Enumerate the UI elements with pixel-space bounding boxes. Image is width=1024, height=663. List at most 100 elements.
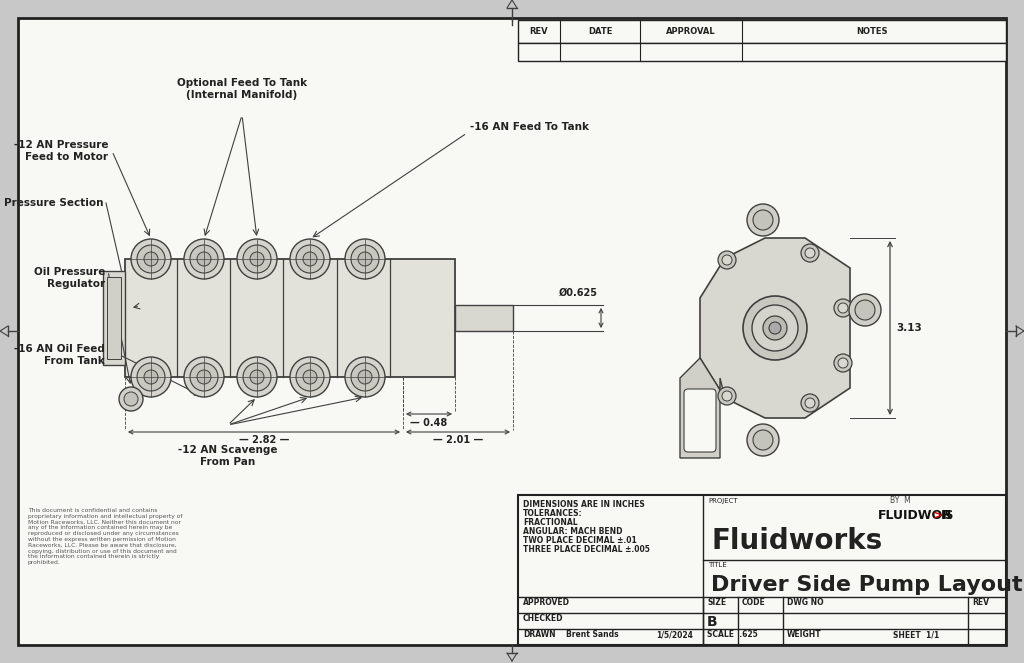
Text: -12 AN Scavenge
From Pan: -12 AN Scavenge From Pan (178, 445, 278, 467)
Text: SCALE  .625: SCALE .625 (707, 630, 758, 639)
Text: B: B (707, 615, 718, 629)
Circle shape (718, 251, 736, 269)
Text: Driver Side Pump Layout: Driver Side Pump Layout (711, 575, 1023, 595)
Circle shape (834, 354, 852, 372)
Circle shape (137, 245, 165, 273)
Text: PROJECT: PROJECT (708, 498, 737, 504)
Text: IS: IS (941, 509, 954, 522)
Text: REV: REV (972, 598, 989, 607)
Circle shape (250, 252, 264, 266)
Bar (103, 271, 125, 365)
Text: TITLE: TITLE (708, 562, 727, 568)
Circle shape (184, 239, 224, 279)
Text: Optional Feed To Tank
(Internal Manifold): Optional Feed To Tank (Internal Manifold… (177, 78, 307, 100)
Text: APPROVAL: APPROVAL (667, 27, 716, 36)
Circle shape (243, 245, 271, 273)
Text: DWG NO: DWG NO (787, 598, 823, 607)
Circle shape (296, 363, 324, 391)
Circle shape (351, 363, 379, 391)
Circle shape (752, 305, 798, 351)
Circle shape (358, 370, 372, 384)
Circle shape (769, 322, 781, 334)
Circle shape (190, 363, 218, 391)
Circle shape (763, 316, 787, 340)
Circle shape (144, 370, 158, 384)
Circle shape (184, 357, 224, 397)
Text: CHECKED: CHECKED (523, 614, 563, 623)
Circle shape (237, 239, 278, 279)
Text: Brent Sands: Brent Sands (566, 630, 618, 639)
Text: TOLERANCES:: TOLERANCES: (523, 509, 583, 518)
Circle shape (345, 357, 385, 397)
Text: -12 AN Pressure
Feed to Motor: -12 AN Pressure Feed to Motor (13, 140, 108, 162)
Text: WEIGHT: WEIGHT (787, 630, 821, 639)
Circle shape (746, 424, 779, 456)
Text: -16 AN Oil Feed
From Tank: -16 AN Oil Feed From Tank (14, 344, 105, 366)
Circle shape (805, 398, 815, 408)
Text: SIZE: SIZE (707, 598, 726, 607)
Bar (125, 259, 455, 377)
Polygon shape (680, 358, 725, 458)
Circle shape (753, 430, 773, 450)
Text: — 2.82 —: — 2.82 — (239, 435, 289, 445)
Circle shape (345, 239, 385, 279)
Text: DIMENSIONS ARE IN INCHES: DIMENSIONS ARE IN INCHES (523, 500, 645, 509)
Text: Fluidworks: Fluidworks (711, 527, 883, 555)
Circle shape (290, 357, 330, 397)
Circle shape (197, 252, 211, 266)
Circle shape (805, 248, 815, 258)
FancyBboxPatch shape (684, 389, 716, 452)
Text: BY  M: BY M (890, 496, 910, 505)
Text: FRACTIONAL: FRACTIONAL (523, 518, 578, 527)
Circle shape (838, 358, 848, 368)
Circle shape (753, 210, 773, 230)
Circle shape (243, 363, 271, 391)
Bar (518, 495, 1006, 645)
Circle shape (303, 370, 317, 384)
Text: TWO PLACE DECIMAL ±.01: TWO PLACE DECIMAL ±.01 (523, 536, 637, 545)
Text: This document is confidential and contains
proprietary information and intellect: This document is confidential and contai… (28, 508, 182, 565)
Circle shape (303, 252, 317, 266)
Text: Oil Pressure
Regulator: Oil Pressure Regulator (34, 267, 105, 289)
Circle shape (358, 252, 372, 266)
Circle shape (722, 255, 732, 265)
Text: FLUIDWOR: FLUIDWOR (878, 509, 952, 522)
Text: DATE: DATE (588, 27, 612, 36)
Circle shape (801, 394, 819, 412)
Text: — 2.01 —: — 2.01 — (433, 435, 483, 445)
Bar (106, 277, 121, 359)
Bar (518, 43, 1006, 61)
Text: SHEET  1/1: SHEET 1/1 (893, 630, 939, 639)
Bar (455, 305, 513, 331)
Text: — 0.48: — 0.48 (411, 418, 447, 428)
Circle shape (124, 392, 138, 406)
Text: DRAWN: DRAWN (523, 630, 556, 639)
Circle shape (801, 244, 819, 262)
Circle shape (351, 245, 379, 273)
Circle shape (290, 239, 330, 279)
Text: NOTES: NOTES (856, 27, 888, 36)
Circle shape (237, 357, 278, 397)
Circle shape (838, 303, 848, 313)
Bar (518, 20, 1006, 43)
Text: REV: REV (529, 27, 548, 36)
Polygon shape (700, 238, 850, 418)
Text: Ø0.625: Ø0.625 (558, 288, 597, 298)
Text: THREE PLACE DECIMAL ±.005: THREE PLACE DECIMAL ±.005 (523, 545, 650, 554)
Text: CODE: CODE (742, 598, 766, 607)
Text: 3.13: 3.13 (896, 323, 922, 333)
Circle shape (131, 239, 171, 279)
Text: APPROVED: APPROVED (523, 598, 570, 607)
Circle shape (722, 391, 732, 401)
Text: -16 AN Feed To Tank: -16 AN Feed To Tank (470, 122, 589, 132)
Circle shape (197, 370, 211, 384)
Circle shape (119, 387, 143, 411)
Circle shape (144, 252, 158, 266)
Circle shape (137, 363, 165, 391)
Circle shape (849, 294, 881, 326)
Text: ANGULAR: MACH BEND: ANGULAR: MACH BEND (523, 527, 623, 536)
Circle shape (250, 370, 264, 384)
Circle shape (743, 296, 807, 360)
Circle shape (718, 387, 736, 405)
Circle shape (746, 204, 779, 236)
